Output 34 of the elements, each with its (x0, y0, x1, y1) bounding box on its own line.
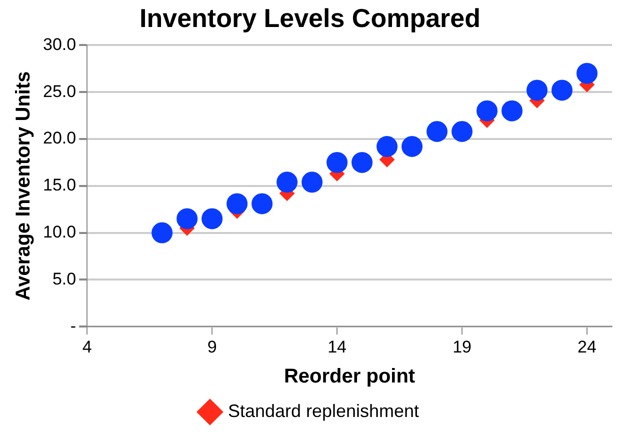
y-tick-label: 25.0 (42, 82, 76, 101)
y-tick-label: 20.0 (42, 128, 76, 148)
point (376, 136, 398, 158)
y-tick-label: 30.0 (42, 34, 76, 54)
point (276, 172, 298, 193)
x-axis-title: Reorder point (284, 366, 416, 388)
point (326, 152, 348, 173)
point (226, 193, 248, 214)
y-tick-label: 15.0 (42, 176, 76, 195)
x-tick-label: 19 (452, 337, 472, 356)
point (402, 136, 423, 158)
point (302, 172, 323, 193)
point (552, 80, 573, 101)
x-tick-label: 4 (82, 337, 92, 356)
point (476, 100, 498, 122)
point (526, 80, 548, 101)
y-tick-label: - (70, 316, 76, 336)
chart-title: Inventory Levels Compared (140, 2, 480, 33)
point (452, 120, 473, 142)
point (502, 100, 523, 122)
point (576, 62, 598, 84)
x-tick-label: 24 (578, 337, 596, 356)
point (202, 208, 223, 230)
legend-label: Standard replenishment (228, 400, 420, 421)
x-tick-label: 9 (207, 337, 217, 356)
point (352, 152, 373, 173)
point (426, 120, 448, 142)
y-tick-label: 10.0 (42, 222, 76, 242)
point (252, 193, 273, 214)
x-tick-label: 14 (328, 337, 347, 356)
y-axis-title: Average Inventory Units (12, 71, 35, 301)
point (152, 222, 173, 244)
y-tick-label: 5.0 (52, 269, 76, 288)
point (176, 208, 198, 230)
